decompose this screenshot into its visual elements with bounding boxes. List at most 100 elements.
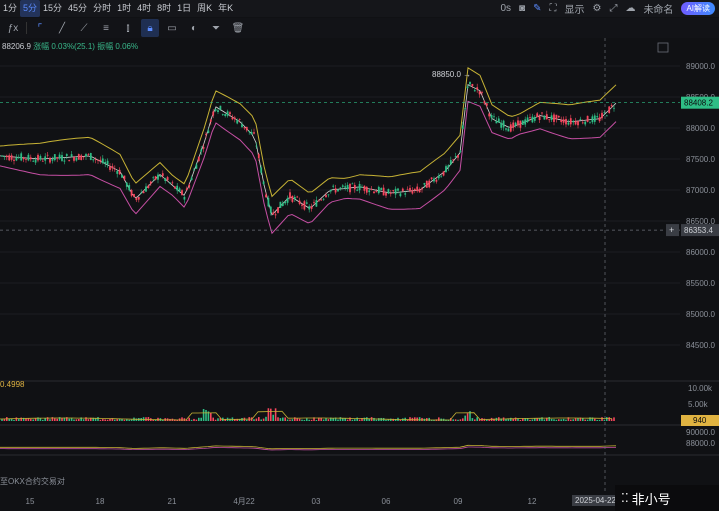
- volume-bar: [560, 419, 562, 421]
- candle-body: [209, 119, 212, 122]
- candle-tool-icon[interactable]: ⫾: [126, 22, 130, 34]
- timeframe-45m[interactable]: 45分: [68, 3, 88, 13]
- volume-bar: [308, 419, 310, 421]
- candle-body: [233, 117, 236, 120]
- timeframe-1w[interactable]: 周K: [197, 3, 213, 13]
- layout-name[interactable]: 未命名: [643, 5, 674, 16]
- candle-body: [147, 185, 150, 188]
- candle-body: [488, 113, 491, 117]
- timeframe-1h[interactable]: 1时: [117, 3, 132, 13]
- volume-bar: [92, 417, 94, 421]
- candle-body: [250, 132, 253, 135]
- volume-bar: [500, 418, 502, 421]
- candle-body: [274, 214, 277, 216]
- filter-icon[interactable]: ⏷: [212, 22, 220, 34]
- camera-icon[interactable]: ◙: [519, 3, 526, 14]
- gear-icon[interactable]: ⚙: [592, 3, 602, 14]
- candle-body: [445, 166, 447, 173]
- candle-body: [291, 195, 294, 202]
- volume-bar: [99, 419, 102, 421]
- volume-bar: [154, 419, 157, 421]
- candle-body: [219, 105, 222, 110]
- ai-analysis-button[interactable]: AI解读: [681, 2, 715, 15]
- pencil-icon[interactable]: ✎: [533, 3, 542, 14]
- candle-body: [85, 154, 87, 157]
- trash-icon[interactable]: 🗑︎: [231, 22, 245, 34]
- volume-bar: [190, 419, 193, 421]
- volume-bar: [121, 418, 123, 421]
- crop-icon[interactable]: ⌜: [37, 22, 43, 34]
- candle-body: [389, 192, 392, 194]
- channel-tool-icon[interactable]: ≡: [103, 22, 109, 34]
- volume-bar: [61, 418, 63, 421]
- volume-bar: [106, 419, 109, 421]
- timeframe-1d[interactable]: 1日: [177, 3, 192, 13]
- volume-bar: [471, 418, 474, 421]
- candle-body: [538, 116, 541, 121]
- price-tick-label: 87500.0: [686, 155, 715, 164]
- volume-bar: [116, 419, 118, 421]
- candle-body: [560, 119, 563, 123]
- volume-bar: [529, 419, 531, 421]
- lock-icon[interactable]: 🔒︎: [141, 19, 159, 37]
- chart-expand-icon: [657, 42, 669, 53]
- ray-tool-icon[interactable]: ⟋: [80, 22, 88, 34]
- candle-body: [536, 113, 539, 118]
- volume-bar: [368, 418, 370, 421]
- timeframe-1y[interactable]: 年K: [218, 3, 234, 13]
- volume-bar: [322, 419, 325, 421]
- volume-bar: [135, 418, 138, 421]
- volume-bar: [162, 419, 164, 421]
- timeframe-line[interactable]: 分时: [93, 3, 112, 13]
- candle-body: [610, 105, 613, 107]
- fullscreen-icon[interactable]: ⛶: [549, 3, 557, 14]
- candle-body: [25, 159, 27, 161]
- candle-body: [188, 184, 191, 188]
- candle-body: [517, 120, 519, 126]
- candle-body: [469, 81, 471, 85]
- volume-bar: [459, 419, 462, 421]
- volume-bar: [315, 419, 318, 421]
- candle-body: [490, 114, 493, 118]
- volume-bar: [596, 419, 598, 421]
- candle-body: [529, 117, 531, 118]
- timeframe-5m[interactable]: 5分: [20, 0, 41, 17]
- volume-bar: [466, 413, 469, 421]
- cursor-price-label: 86353.4: [684, 226, 713, 235]
- indicator-icon[interactable]: ƒx: [7, 22, 19, 34]
- divider: [26, 22, 27, 34]
- volume-bar: [80, 417, 82, 421]
- display-button[interactable]: 显示: [564, 5, 585, 16]
- line-tool-icon[interactable]: ╱: [58, 22, 66, 34]
- candle-body: [440, 176, 443, 178]
- candle-body: [257, 154, 260, 159]
- volume-bar: [32, 419, 34, 421]
- candle-body: [231, 117, 234, 120]
- measure-icon[interactable]: ▭: [167, 22, 177, 34]
- candle-body: [205, 133, 207, 135]
- expand-icon[interactable]: ⤢: [609, 3, 618, 14]
- timeframe-15m[interactable]: 15分: [43, 3, 63, 13]
- volume-bar: [253, 419, 255, 421]
- candle-body: [142, 191, 145, 194]
- candle-body: [190, 177, 193, 181]
- volume-bar: [202, 409, 205, 421]
- candle-body: [565, 118, 567, 125]
- candlestick-chart[interactable]: 89000.088500.088000.087500.087000.086500…: [0, 38, 719, 511]
- timeframe-4h[interactable]: 4时: [137, 3, 152, 13]
- candle-body: [133, 194, 135, 197]
- drawing-toolbar: ƒx ⌜ ╱ ⟋ ≡ ⫾ 🔒︎ ▭ ◐ ⏷ 🗑︎: [0, 18, 719, 38]
- current-volume-label: 940: [693, 416, 707, 425]
- timeframe-1m[interactable]: 1分: [3, 3, 18, 13]
- candle-body: [418, 188, 421, 193]
- volume-bar: [214, 419, 217, 421]
- volume-bar: [584, 419, 586, 421]
- candle-body: [466, 86, 469, 89]
- timeframe-8h[interactable]: 8时: [157, 3, 172, 13]
- volume-bar: [123, 419, 126, 421]
- magnet-icon[interactable]: ◐: [190, 22, 198, 34]
- volume-bar: [46, 417, 49, 421]
- volume-bar: [598, 419, 601, 421]
- volume-bar: [594, 418, 596, 421]
- volume-bar: [574, 418, 577, 421]
